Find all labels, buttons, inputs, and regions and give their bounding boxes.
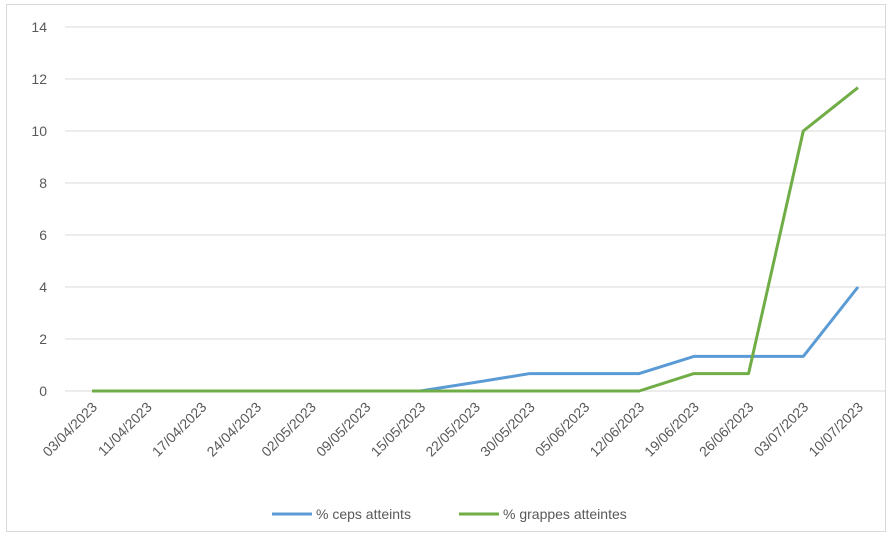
x-tick-label: 03/07/2023 xyxy=(751,399,812,460)
x-tick-label: 19/06/2023 xyxy=(641,399,702,460)
legend-label: % grappes atteintes xyxy=(503,506,627,522)
x-tick-label: 12/06/2023 xyxy=(586,399,647,460)
y-tick-label: 2 xyxy=(39,331,47,347)
y-tick-label: 6 xyxy=(39,227,47,243)
x-tick-label: 24/04/2023 xyxy=(203,399,264,460)
y-tick-label: 4 xyxy=(39,279,47,295)
y-tick-label: 0 xyxy=(39,383,47,399)
y-tick-label: 10 xyxy=(31,123,47,139)
y-tick-label: 8 xyxy=(39,175,47,191)
gridlines xyxy=(65,26,885,392)
y-tick-label: 12 xyxy=(31,71,47,87)
x-tick-label: 17/04/2023 xyxy=(149,399,210,460)
legend-label: % ceps atteints xyxy=(316,506,411,522)
x-axis-ticks: 03/04/202311/04/202317/04/202324/04/2023… xyxy=(39,399,866,460)
x-tick-label: 15/05/2023 xyxy=(368,399,429,460)
y-tick-label: 14 xyxy=(31,19,47,35)
chart-frame xyxy=(6,4,886,532)
x-tick-label: 03/04/2023 xyxy=(39,399,100,460)
x-tick-label: 22/05/2023 xyxy=(422,399,483,460)
series-line-2 xyxy=(92,86,859,393)
series-lines xyxy=(92,86,860,393)
x-tick-label: 05/06/2023 xyxy=(532,399,593,460)
x-tick-label: 30/05/2023 xyxy=(477,399,538,460)
x-tick-label: 02/05/2023 xyxy=(258,399,319,460)
x-tick-label: 09/05/2023 xyxy=(313,399,374,460)
y-axis-ticks: 0 2 4 6 8 10 12 14 xyxy=(31,19,47,399)
x-tick-label: 26/06/2023 xyxy=(696,399,757,460)
legend: % ceps atteints % grappes atteintes xyxy=(272,506,627,522)
x-tick-label: 10/07/2023 xyxy=(805,399,866,460)
x-tick-label: 11/04/2023 xyxy=(95,399,155,459)
